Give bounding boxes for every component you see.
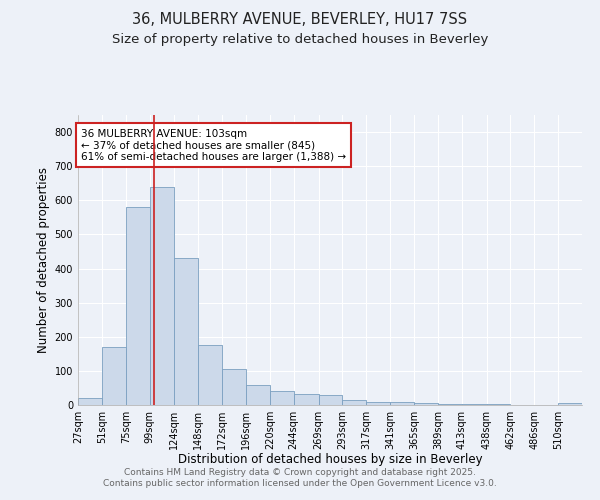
Bar	[319, 395, 343, 405]
Text: Size of property relative to detached houses in Beverley: Size of property relative to detached ho…	[112, 32, 488, 46]
Bar	[414, 403, 438, 405]
Bar	[102, 347, 126, 405]
Bar	[149, 186, 175, 405]
Bar	[198, 346, 222, 405]
Bar	[270, 390, 294, 405]
Text: Contains HM Land Registry data © Crown copyright and database right 2025.
Contai: Contains HM Land Registry data © Crown c…	[103, 468, 497, 487]
X-axis label: Distribution of detached houses by size in Beverley: Distribution of detached houses by size …	[178, 454, 482, 466]
Bar	[294, 394, 319, 405]
Text: 36 MULBERRY AVENUE: 103sqm
← 37% of detached houses are smaller (845)
61% of sem: 36 MULBERRY AVENUE: 103sqm ← 37% of deta…	[81, 128, 346, 162]
Bar	[222, 369, 246, 405]
Bar	[558, 404, 582, 405]
Bar	[366, 402, 390, 405]
Bar	[78, 398, 102, 405]
Bar	[462, 404, 487, 405]
Bar	[390, 402, 414, 405]
Bar	[126, 207, 149, 405]
Text: 36, MULBERRY AVENUE, BEVERLEY, HU17 7SS: 36, MULBERRY AVENUE, BEVERLEY, HU17 7SS	[133, 12, 467, 28]
Bar	[487, 404, 511, 405]
Y-axis label: Number of detached properties: Number of detached properties	[37, 167, 50, 353]
Bar	[438, 404, 462, 405]
Bar	[246, 385, 270, 405]
Bar	[343, 400, 366, 405]
Bar	[175, 258, 198, 405]
